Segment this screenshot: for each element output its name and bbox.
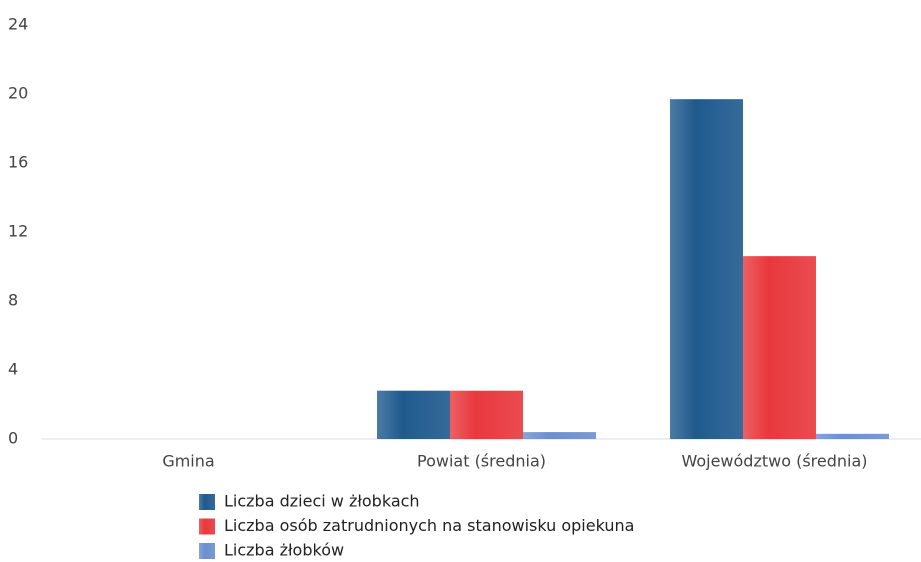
x-tick-label: Województwo (średnia) bbox=[681, 452, 867, 471]
legend-swatch bbox=[199, 518, 215, 535]
x-tick-label: Powiat (średnia) bbox=[417, 452, 546, 471]
legend-swatch bbox=[199, 494, 215, 510]
y-tick-label: 4 bbox=[8, 360, 18, 379]
y-tick-label: 24 bbox=[8, 15, 28, 34]
bar bbox=[816, 433, 889, 439]
bar bbox=[670, 99, 743, 440]
bar bbox=[743, 256, 816, 439]
legend-swatch bbox=[199, 543, 215, 559]
bar bbox=[523, 432, 596, 439]
legend-label: Liczba żłobków bbox=[224, 541, 344, 560]
x-tick-label: Gmina bbox=[162, 452, 214, 471]
bar bbox=[450, 390, 523, 439]
legend-label: Liczba osób zatrudnionych na stanowisku … bbox=[224, 516, 634, 535]
legend-label: Liczba dzieci w żłobkach bbox=[224, 492, 420, 511]
y-tick-label: 16 bbox=[8, 153, 28, 172]
y-tick-label: 12 bbox=[8, 222, 28, 241]
y-tick-label: 8 bbox=[8, 291, 18, 310]
bar bbox=[377, 390, 450, 439]
y-tick-label: 20 bbox=[8, 84, 28, 103]
y-tick-label: 0 bbox=[8, 429, 18, 448]
